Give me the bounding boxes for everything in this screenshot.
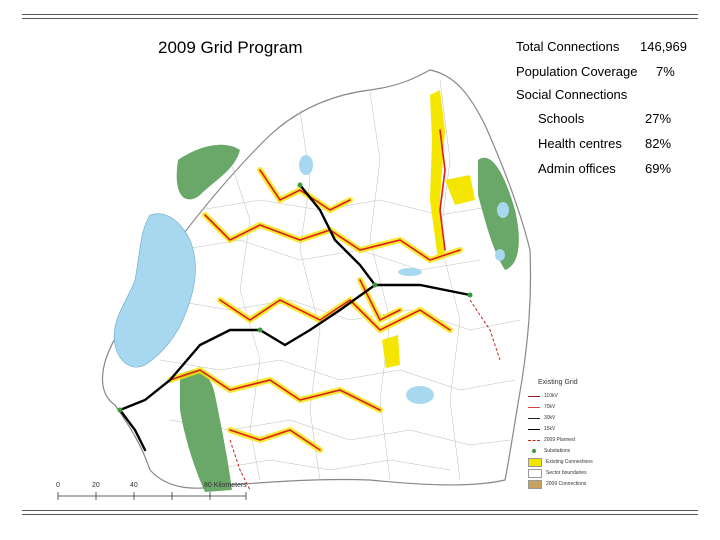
health-centres-label: Health centres xyxy=(538,136,622,151)
legend-item: 2009 Planned xyxy=(528,436,575,444)
scale-label-40: 40 xyxy=(130,482,138,489)
admin-offices-value: 69% xyxy=(645,161,672,176)
schools-label: Schools xyxy=(538,111,585,126)
legend-line-swatch xyxy=(528,428,540,430)
park-volcanoes xyxy=(176,144,240,200)
legend-item: Existing Connections xyxy=(528,457,593,467)
planned-lines xyxy=(229,299,501,491)
distribution-lines xyxy=(169,129,461,451)
social-connections-label: Social Connections xyxy=(516,87,628,102)
legend-label: 15kV xyxy=(544,426,556,432)
legend-box-swatch xyxy=(528,479,542,489)
legend-line-swatch xyxy=(528,406,540,408)
legend-label: 2009 Connections xyxy=(546,481,587,487)
legend-box-swatch xyxy=(528,457,542,467)
scale-label-80: 80 Kilometers xyxy=(204,482,247,489)
lake-kivu xyxy=(113,213,196,368)
legend-item: 110kV xyxy=(528,392,558,400)
lake-east-1 xyxy=(406,386,434,404)
scale-label-0: 0 xyxy=(56,482,60,489)
page-title: 2009 Grid Program xyxy=(158,38,303,57)
health-centres-value: 82% xyxy=(645,136,672,151)
population-coverage-value: 7% xyxy=(656,64,675,79)
substations xyxy=(117,182,473,413)
legend-dash-swatch xyxy=(528,439,540,441)
legend-line-swatch xyxy=(528,417,540,419)
legend-line-swatch xyxy=(528,395,540,397)
legend-label: Sector boundaries xyxy=(546,470,587,476)
legend-item: 30kV xyxy=(528,414,555,422)
top-rule xyxy=(22,14,698,19)
legend-label: 70kV xyxy=(544,404,556,410)
bottom-rule xyxy=(22,510,698,515)
transmission-trunk xyxy=(118,183,472,452)
legend-label: Existing Connections xyxy=(546,459,593,465)
admin-offices-label: Admin offices xyxy=(538,161,616,176)
legend-dot-swatch xyxy=(532,449,536,453)
scale-bar xyxy=(57,492,247,500)
population-coverage-label: Population Coverage xyxy=(516,64,638,79)
lake-east-3 xyxy=(495,249,505,261)
legend-item: Sector boundaries xyxy=(528,468,587,478)
legend-title: Existing Grid xyxy=(538,379,578,386)
legend-item: 70kV xyxy=(528,403,555,411)
legend-item: Substations xyxy=(528,447,570,455)
lake-muhazi xyxy=(398,268,422,276)
legend-label: Substations xyxy=(544,448,571,454)
total-connections-value: 146,969 xyxy=(640,39,687,54)
legend-label: 30kV xyxy=(544,415,556,421)
legend-label: 110kV xyxy=(544,393,558,399)
lake-east-2 xyxy=(497,202,509,218)
legend-box-swatch xyxy=(528,468,542,478)
legend-label: 2009 Planned xyxy=(544,437,575,443)
total-connections-label: Total Connections xyxy=(516,39,620,54)
lake-burera xyxy=(299,155,313,175)
scale-label-20: 20 xyxy=(92,482,100,489)
schools-value: 27% xyxy=(645,111,672,126)
legend-item: 15kV xyxy=(528,425,555,433)
legend-item: 2009 Connections xyxy=(528,479,587,489)
park-nyungwe xyxy=(180,370,232,492)
